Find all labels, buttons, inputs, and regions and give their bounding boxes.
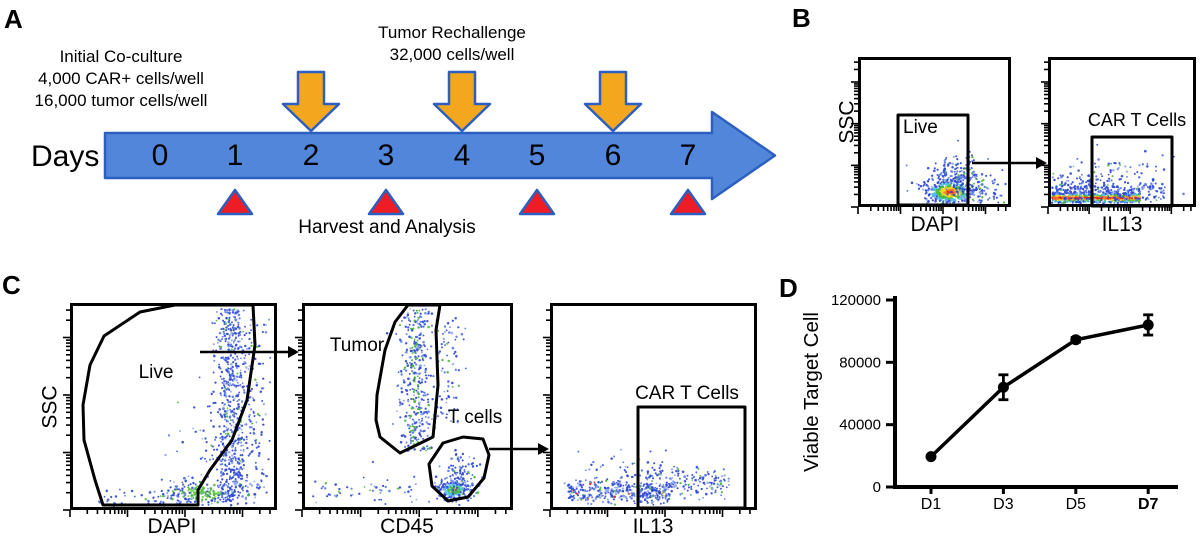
c1-xlabel: DAPI bbox=[147, 515, 197, 538]
t-cells-gate-label: T cells bbox=[447, 407, 503, 428]
flow-plot-b2 bbox=[1041, 57, 1196, 214]
flow-plot-b1 bbox=[851, 57, 1011, 214]
c1-ylabel: SSC bbox=[38, 385, 62, 429]
harvest-marker-day7 bbox=[669, 188, 707, 216]
svg-text:0: 0 bbox=[873, 479, 881, 496]
panel-b-label: B bbox=[792, 3, 811, 33]
day-number-6: 6 bbox=[604, 139, 622, 172]
scatter-c3 bbox=[563, 448, 730, 506]
initial-coculture-text: Initial Co-culture 4,000 CAR+ cells/well… bbox=[35, 46, 294, 112]
svg-text:120000: 120000 bbox=[831, 292, 881, 309]
scatter-b2 bbox=[1050, 143, 1185, 205]
day-number-1: 1 bbox=[226, 139, 244, 172]
day-number-0: 0 bbox=[151, 139, 169, 172]
svg-text:80000: 80000 bbox=[839, 354, 881, 371]
day-number-7: 7 bbox=[679, 139, 697, 172]
b1-xlabel: DAPI bbox=[910, 213, 960, 236]
svg-text:D7: D7 bbox=[1138, 496, 1159, 513]
t-cells-gate bbox=[427, 435, 491, 503]
day-number-4: 4 bbox=[453, 139, 471, 172]
harvest-marker-day1 bbox=[216, 188, 254, 216]
b2-car-t-gate-label: CAR T Cells bbox=[1087, 110, 1187, 130]
rechallenge-arrow-day6 bbox=[583, 70, 643, 133]
flow-plot-c3 bbox=[543, 303, 757, 517]
day-number-3: 3 bbox=[377, 139, 395, 172]
live-gate-c bbox=[81, 303, 257, 507]
c3-car-t-gate-label: CAR T Cells bbox=[635, 383, 739, 404]
tumor-rechallenge-text: Tumor Rechallenge 32,000 cells/well bbox=[378, 22, 600, 66]
rechallenge-arrow-day2 bbox=[281, 70, 341, 133]
svg-text:D1: D1 bbox=[921, 496, 942, 513]
harvest-marker-day5 bbox=[518, 188, 556, 216]
rechallenge-line1: Tumor Rechallenge bbox=[378, 23, 526, 42]
svg-text:D5: D5 bbox=[1066, 496, 1087, 513]
initial-coculture-line1: Initial Co-culture bbox=[59, 47, 183, 66]
b1-ylabel: SSC bbox=[835, 100, 859, 144]
panel-d-label: D bbox=[779, 273, 798, 303]
timeline-arrow bbox=[103, 110, 777, 201]
c1-live-gate-label: Live bbox=[138, 362, 174, 383]
tumor-gate bbox=[374, 303, 442, 455]
panel-c-label: C bbox=[2, 270, 21, 300]
b2-xlabel: IL13 bbox=[1101, 213, 1143, 236]
flow-plot-c1 bbox=[63, 303, 277, 517]
days-label: Days bbox=[31, 140, 100, 173]
panel-a-label: A bbox=[4, 4, 23, 34]
day-number-2: 2 bbox=[302, 139, 320, 172]
initial-coculture-line3: 16,000 tumor cells/well bbox=[34, 91, 208, 110]
day-number-5: 5 bbox=[528, 139, 546, 172]
b1-live-gate-label: Live bbox=[903, 117, 938, 138]
viable-target-cell-chart: 0 40000 80000 120000 D1 D3 D5 D7 Viable Target C… bbox=[800, 292, 1178, 513]
svg-text:Viable Target Cell: Viable Target Cell bbox=[800, 312, 823, 472]
car-t-gate-c bbox=[636, 405, 747, 510]
live-gate-b bbox=[896, 113, 970, 207]
tumor-gate-label: Tumor bbox=[329, 335, 385, 356]
scatter-b1 bbox=[905, 139, 1007, 205]
flow-plot-c2 bbox=[295, 303, 513, 517]
harvest-label: Harvest and Analysis bbox=[298, 217, 476, 238]
c2-xlabel: CD45 bbox=[380, 515, 434, 538]
svg-text:D3: D3 bbox=[993, 496, 1014, 513]
car-t-gate-b bbox=[1090, 135, 1174, 208]
rechallenge-line2: 32,000 cells/well bbox=[389, 45, 515, 64]
harvest-marker-day3 bbox=[367, 188, 405, 216]
rechallenge-arrow-day4 bbox=[432, 70, 492, 133]
timeline-graphic bbox=[103, 70, 777, 216]
svg-text:40000: 40000 bbox=[839, 417, 881, 434]
c3-xlabel: IL13 bbox=[632, 515, 674, 538]
initial-coculture-line2: 4,000 CAR+ cells/well bbox=[38, 69, 204, 88]
